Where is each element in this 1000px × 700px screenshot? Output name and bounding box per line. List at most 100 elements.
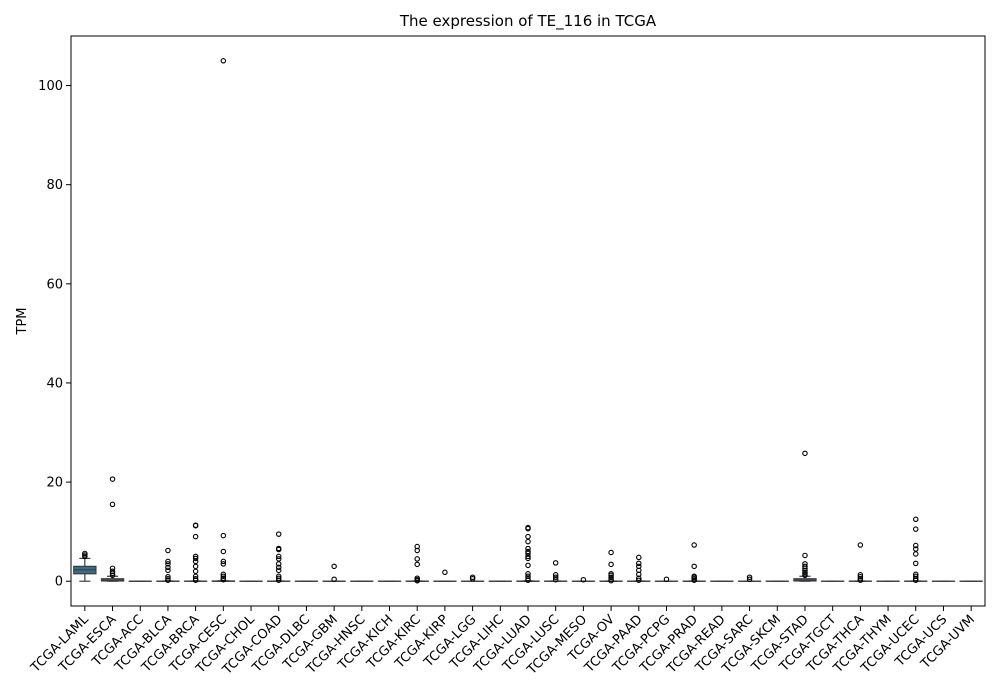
box-group-tcga-brca [183,522,208,583]
outlier-point [192,555,199,562]
outlier-point [220,558,227,565]
outlier-point [414,543,420,550]
box-group-tcga-luad [516,524,540,583]
outlier-point [636,577,642,583]
outlier-point [220,573,227,580]
outlier-point [608,549,614,556]
y-tick-label: 60 [46,277,63,292]
outlier-point [192,533,199,540]
outlier-point [192,568,199,575]
outlier-point [802,563,808,570]
outlier-point [109,476,116,482]
outlier-point [552,574,559,581]
outlier-point [275,531,282,537]
outlier-point [608,561,614,568]
outlier-point [857,574,864,580]
box-group-tcga-esca [100,476,125,582]
outlier-point [552,572,559,578]
outlier-point [608,571,614,577]
outlier-point [663,576,670,582]
outlier-point [275,556,282,562]
outlier-point [580,576,587,583]
outlier-point [691,573,697,580]
outlier-point [165,567,171,574]
outlier-point [525,533,531,540]
outlier-point [165,561,171,567]
outlier-point [691,563,697,570]
y-tick-label: 20 [46,476,63,491]
outlier-point [275,567,282,574]
outlier-point [414,561,420,568]
box-group-tcga-kirp [433,569,457,582]
outlier-point [220,548,227,555]
outlier-point [913,526,919,532]
outlier-point [746,576,753,582]
outlier-point [802,552,808,559]
outlier-point [552,560,559,566]
outlier-point [913,571,919,578]
outlier-point [913,551,919,557]
outlier-point [165,564,171,571]
outlier-point [525,571,531,577]
outlier-point [192,575,199,582]
plot-area: 020406080100TCGA-LAMLTCGA-ESCATCGA-ACCTC… [28,58,983,678]
box-group-tcga-meso [571,576,596,583]
outlier-point [82,550,88,557]
outlier-point [525,575,531,582]
outlier-point [525,573,531,580]
outlier-point [414,575,420,581]
outlier-point [857,542,864,548]
outlier-point [746,574,753,581]
outlier-point [525,562,531,569]
outlier-point [608,574,614,581]
outlier-point [275,553,282,560]
outlier-point [165,574,171,580]
outlier-point [192,573,199,580]
outlier-point [109,568,116,575]
outlier-point [525,548,531,555]
y-axis-label: TPM [15,308,30,336]
outlier-point [165,558,171,565]
box-group-tcga-thca [848,542,873,583]
outlier-point [913,542,919,549]
outlier-point [469,574,476,581]
y-tick-label: 0 [55,575,63,590]
outlier-point [275,575,282,581]
outlier-point [636,554,642,561]
outlier-point [525,545,531,552]
box-group-tcga-stad [793,450,817,582]
outlier-point [331,576,337,582]
box-group-tcga-coad [267,531,291,583]
outlier-point [109,570,116,577]
y-tick-label: 40 [46,376,63,391]
box-group-tcga-gbm [322,563,346,582]
outlier-point [275,561,282,567]
box-group-tcga-paad [627,554,651,583]
outlier-point [220,561,227,567]
outlier-point [220,58,227,64]
outlier-point [525,553,531,560]
outlier-point [165,575,171,582]
outlier-point [165,547,171,554]
outlier-point [913,516,919,523]
box-group-tcga-laml [73,550,97,582]
outlier-point [275,564,282,571]
box-group-tcga-cesc [211,58,236,583]
outlier-point [636,563,642,570]
box-group-tcga-lusc [544,560,568,583]
outlier-point [414,556,420,562]
outlier-point [192,522,199,528]
box-group-tcga-pcpg [654,576,679,582]
chart-title: The expression of TE_116 in TCGA [399,12,657,31]
outlier-point [275,545,282,552]
outlier-point [220,571,227,578]
outlier-point [691,542,697,548]
outlier-point [109,501,116,508]
outlier-point [913,573,919,580]
outlier-point [192,563,199,570]
outlier-point [913,546,919,552]
box-group-tcga-kirc [405,543,429,584]
outlier-point [552,576,559,583]
outlier-point [331,563,337,570]
